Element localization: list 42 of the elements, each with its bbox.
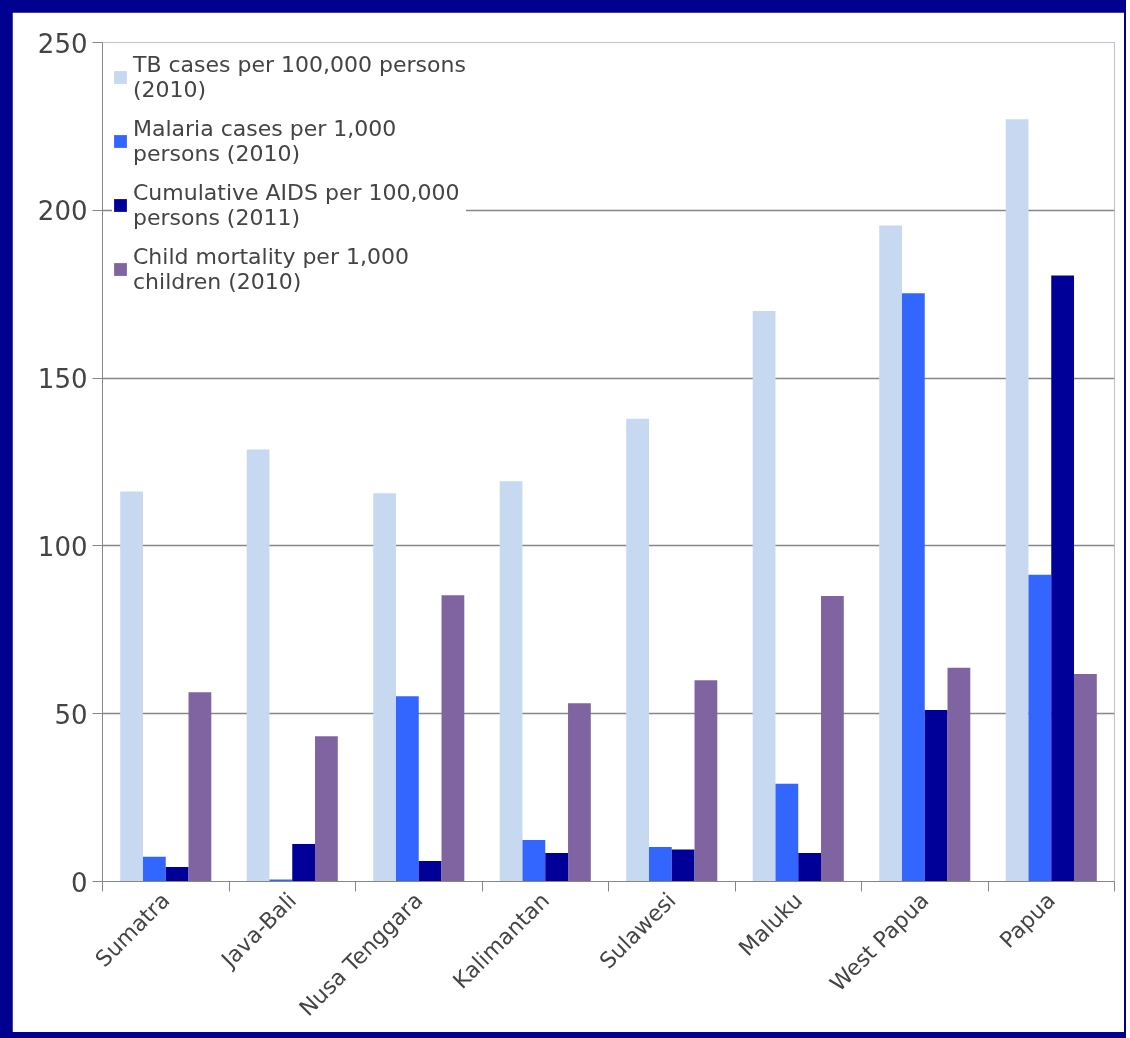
- y-tick-label: 150: [37, 364, 88, 395]
- bar: [441, 595, 465, 882]
- legend-label: Malaria cases per 1,000 persons (2010): [133, 116, 397, 166]
- bar: [901, 293, 925, 882]
- bar: [499, 481, 523, 882]
- bar: [120, 491, 143, 882]
- legend-label: Child mortality per 1,000 children (2010): [133, 244, 409, 294]
- y-tick-label: 50: [54, 699, 88, 730]
- bar: [1074, 674, 1097, 882]
- bar: [568, 703, 591, 882]
- y-tick-label: 0: [70, 867, 88, 898]
- bar: [1028, 574, 1052, 882]
- bar: [395, 696, 419, 882]
- y-tick-label: 250: [37, 28, 88, 59]
- bar: [142, 856, 166, 882]
- bar: [626, 418, 649, 882]
- bar: [373, 493, 396, 882]
- legend-label: TB cases per 100,000 persons (2010): [133, 52, 466, 102]
- bar: [188, 692, 212, 882]
- bar: [798, 852, 822, 882]
- bar: [924, 710, 948, 882]
- bar: [1051, 275, 1075, 882]
- bar: [694, 680, 718, 882]
- bar: [947, 667, 971, 882]
- bar: [1005, 119, 1029, 882]
- y-tick-label: 200: [37, 196, 88, 227]
- bar: [246, 449, 270, 882]
- bar: [648, 846, 672, 882]
- bar: [775, 783, 799, 882]
- bar: [821, 595, 844, 882]
- bar: [418, 861, 442, 882]
- bar: [315, 736, 338, 882]
- bar: [292, 843, 316, 882]
- bar: [879, 225, 902, 882]
- y-tick-label: 100: [37, 531, 88, 562]
- legend-label: Cumulative AIDS per 100,000 persons (2011): [133, 180, 460, 230]
- bar: [545, 852, 569, 882]
- bar: [269, 879, 293, 882]
- bar: [165, 867, 189, 882]
- bar: [752, 310, 776, 882]
- bar: [671, 849, 695, 882]
- bar: [522, 839, 546, 882]
